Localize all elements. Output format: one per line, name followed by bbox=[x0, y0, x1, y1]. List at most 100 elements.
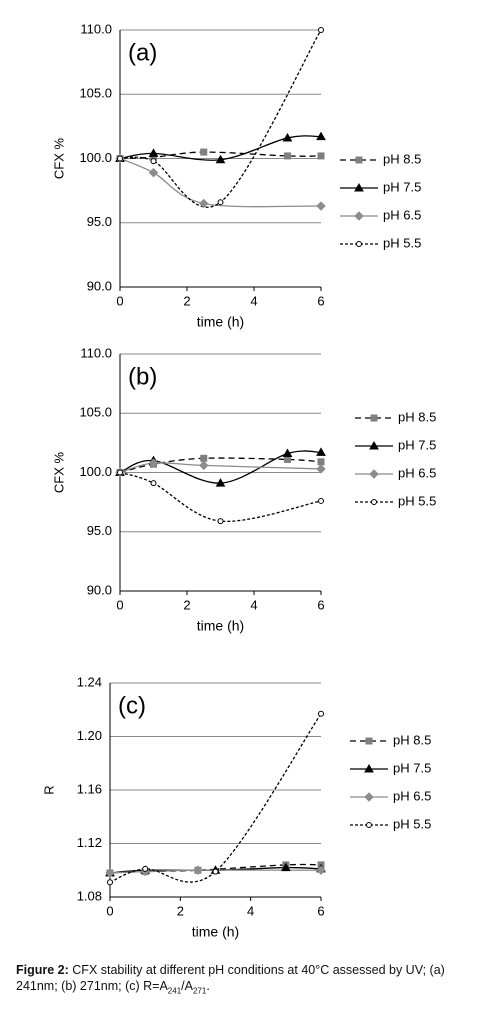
marker bbox=[317, 152, 325, 160]
y-tick-label: 110.0 bbox=[80, 21, 112, 36]
marker bbox=[318, 497, 324, 504]
legend-label: pH 7.5 bbox=[393, 760, 431, 775]
x-tick-label: 4 bbox=[247, 903, 254, 918]
series-line bbox=[120, 471, 321, 523]
marker bbox=[148, 167, 159, 178]
caption-text: CFX stability at different pH conditions… bbox=[16, 963, 445, 993]
legend-label: pH 7.5 bbox=[398, 437, 436, 452]
marker bbox=[284, 152, 291, 160]
legend-marker bbox=[369, 440, 379, 450]
x-tick-label: 2 bbox=[177, 903, 184, 918]
y-tick-label: 1.16 bbox=[77, 781, 102, 796]
marker bbox=[148, 458, 159, 468]
marker bbox=[200, 454, 208, 462]
marker bbox=[117, 469, 123, 476]
plot bbox=[110, 713, 321, 883]
y-tick-label: 1.24 bbox=[77, 674, 102, 689]
marker bbox=[217, 199, 224, 206]
legend-label: pH 8.5 bbox=[398, 409, 436, 424]
marker bbox=[316, 865, 326, 875]
marker bbox=[282, 448, 293, 458]
panel-title: (a) bbox=[128, 39, 157, 66]
marker bbox=[107, 879, 113, 886]
x-axis-label: time (h) bbox=[197, 618, 244, 634]
caption-sub: 241 bbox=[167, 986, 182, 996]
series-line bbox=[120, 29, 321, 208]
x-tick-label: 6 bbox=[317, 293, 324, 308]
y-tick-label: 105.0 bbox=[79, 86, 112, 101]
marker bbox=[148, 148, 159, 157]
caption-label: Figure 2: bbox=[16, 963, 69, 977]
legend-marker bbox=[364, 792, 374, 802]
y-tick-label: 110.0 bbox=[80, 345, 112, 360]
marker bbox=[318, 710, 324, 717]
marker bbox=[316, 201, 326, 211]
marker bbox=[215, 154, 226, 164]
marker bbox=[217, 518, 224, 525]
marker bbox=[199, 198, 209, 209]
x-tick-label: 2 bbox=[183, 293, 190, 308]
legend-label: pH 6.5 bbox=[383, 207, 421, 222]
x-tick-label: 2 bbox=[183, 597, 190, 612]
y-tick-label: 100.0 bbox=[79, 464, 112, 479]
caption-text: /A bbox=[181, 979, 193, 993]
marker bbox=[212, 868, 219, 875]
legend-label: pH 5.5 bbox=[383, 235, 421, 250]
legend-marker bbox=[356, 241, 362, 247]
x-tick-label: 4 bbox=[250, 597, 257, 612]
marker bbox=[199, 460, 209, 471]
y-tick-label: 90.0 bbox=[87, 582, 112, 597]
legend-marker bbox=[354, 182, 364, 192]
marker bbox=[316, 464, 326, 474]
marker bbox=[317, 458, 325, 466]
marker bbox=[193, 865, 203, 875]
x-tick-label: 6 bbox=[317, 597, 324, 612]
y-axis-label: CFX % bbox=[51, 451, 66, 493]
legend-label: pH 5.5 bbox=[393, 816, 431, 831]
caption-text: . bbox=[206, 979, 210, 993]
y-tick-label: 100.0 bbox=[79, 150, 112, 165]
marker bbox=[200, 148, 208, 156]
marker bbox=[316, 447, 326, 456]
series-line bbox=[120, 157, 321, 208]
x-tick-label: 0 bbox=[106, 903, 113, 918]
legend-marker bbox=[366, 822, 372, 828]
y-tick-label: 1.20 bbox=[77, 728, 102, 743]
caption-sub: 271 bbox=[192, 986, 207, 996]
y-tick-label: 90.0 bbox=[87, 278, 112, 293]
y-axis-label: R bbox=[41, 785, 56, 794]
x-axis-label: time (h) bbox=[192, 924, 239, 940]
panel-title: (c) bbox=[118, 692, 146, 719]
legend-label: pH 6.5 bbox=[398, 465, 436, 480]
legend-marker bbox=[370, 414, 378, 422]
legend-marker bbox=[364, 763, 374, 773]
legend-marker bbox=[371, 499, 377, 505]
marker bbox=[318, 27, 324, 33]
series-line bbox=[110, 869, 321, 874]
x-tick-label: 0 bbox=[116, 597, 123, 612]
y-tick-label: 1.12 bbox=[77, 835, 102, 850]
figure: 90.0 95.0 100.0 105.0 110.0 0 2 4 6 time (h) CFX %… bbox=[41, 21, 436, 940]
marker bbox=[150, 480, 157, 487]
series-line bbox=[120, 462, 321, 474]
series-line bbox=[110, 713, 321, 883]
y-tick-label: 105.0 bbox=[79, 405, 112, 420]
marker bbox=[316, 131, 326, 141]
legend-label: pH 7.5 bbox=[383, 179, 421, 194]
marker bbox=[215, 478, 226, 487]
marker bbox=[105, 868, 115, 878]
legend-label: pH 5.5 bbox=[398, 493, 436, 508]
caption: Figure 2: CFX stability at different pH … bbox=[16, 962, 471, 1000]
x-tick-label: 0 bbox=[116, 293, 123, 308]
marker bbox=[284, 455, 291, 463]
legend-label: pH 6.5 bbox=[393, 788, 431, 803]
legend-marker bbox=[355, 156, 363, 164]
legend-label: pH 8.5 bbox=[383, 151, 421, 166]
legend-marker bbox=[365, 737, 373, 745]
marker bbox=[117, 155, 123, 162]
x-tick-label: 4 bbox=[250, 293, 257, 308]
y-tick-label: 95.0 bbox=[87, 523, 112, 538]
y-tick-label: 1.08 bbox=[77, 888, 102, 903]
x-axis-label: time (h) bbox=[197, 314, 244, 330]
y-axis-label: CFX % bbox=[51, 137, 66, 179]
